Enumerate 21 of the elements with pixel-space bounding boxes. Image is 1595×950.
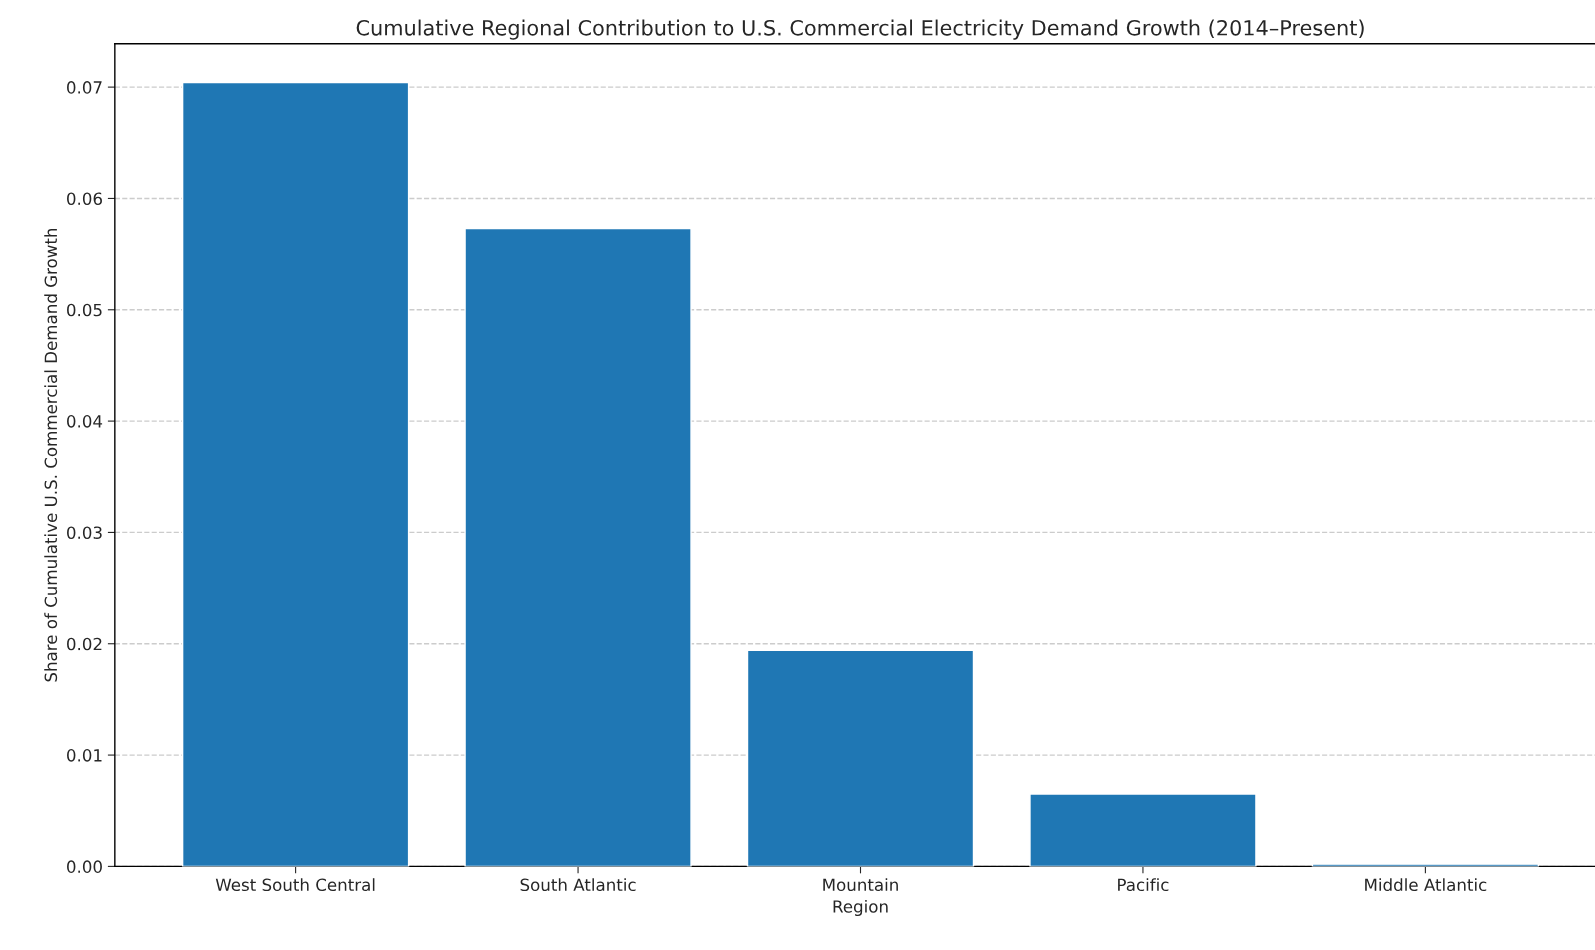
y-tick-label: 0.05 xyxy=(67,303,102,317)
bar xyxy=(746,649,975,867)
x-tick-label: West South Central xyxy=(215,878,375,892)
y-tick-label: 0.00 xyxy=(67,860,102,873)
chart-title: Cumulative Regional Contribution to U.S. Commercial Electricity Demand Growth (2014–Present) xyxy=(356,19,1364,40)
x-tick-label: Middle Atlantic xyxy=(1365,878,1487,892)
y-tick-label: 0.07 xyxy=(67,81,102,94)
y-tick-label: 0.01 xyxy=(67,749,102,762)
bar xyxy=(464,227,692,867)
y-tick-label: 0.04 xyxy=(67,415,103,428)
y-axis-title: Share of Cumulative U.S. Commercial Demand Growth xyxy=(44,228,58,682)
bar xyxy=(1311,863,1540,867)
bar xyxy=(181,81,410,867)
x-tick-label: South Atlantic xyxy=(520,878,636,892)
y-tick-label: 0.03 xyxy=(67,526,102,539)
bar xyxy=(1029,793,1257,867)
x-axis-title: Region xyxy=(833,899,888,917)
x-tick-label: Pacific xyxy=(1118,878,1169,892)
y-tick-label: 0.06 xyxy=(67,192,102,206)
y-tick-label: 0.02 xyxy=(67,637,102,651)
x-tick-label: Mountain xyxy=(823,878,898,892)
